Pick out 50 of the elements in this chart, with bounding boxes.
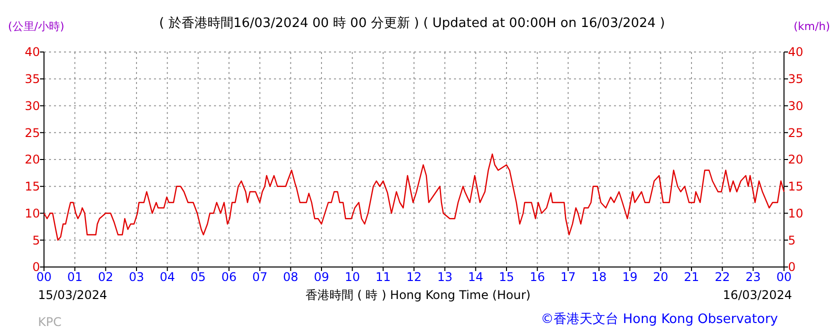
x-tick-label: 16 xyxy=(530,270,545,284)
y-tick-label: 35 xyxy=(24,72,40,86)
x-tick-label: 03 xyxy=(128,270,144,284)
text: 16/03/2024 xyxy=(722,288,792,302)
y2-tick-label: 40 xyxy=(788,45,804,60)
chart-title: ( 於香港時間16/03/2024 00 時 00 分更新 ) ( Updated at 00:00H on 16/03/2024 ) xyxy=(159,16,665,31)
text: ©香港天文台 Hong Kong Observatory xyxy=(540,312,778,327)
x-tick-label: 19 xyxy=(622,270,638,284)
x-tick-label: 15 xyxy=(498,270,514,284)
y2-tick-label: 20 xyxy=(788,152,804,167)
y-tick-label: 15 xyxy=(24,180,40,194)
y-tick-label: 5 xyxy=(32,233,40,248)
text: 15/03/2024 xyxy=(38,288,108,302)
text: KPC xyxy=(38,315,62,329)
x-tick-label: 01 xyxy=(67,270,82,284)
y2-tick-label: 5 xyxy=(788,233,796,248)
y-tick-label: 30 xyxy=(24,98,40,113)
x-tick-label: 10 xyxy=(344,270,360,284)
y2-tick-label: 15 xyxy=(788,180,804,194)
x-tick-label: 21 xyxy=(684,270,700,284)
y2-tick-label: 35 xyxy=(788,72,804,86)
x-tick-label: 22 xyxy=(714,270,730,284)
x-tick-label: 14 xyxy=(468,270,484,284)
x-tick-label: 20 xyxy=(653,270,668,284)
x-tick-label: 18 xyxy=(591,270,607,284)
x-tick-label: 05 xyxy=(190,270,206,284)
x-tick-label: 09 xyxy=(314,270,330,284)
y2-tick-label: 10 xyxy=(788,206,804,220)
y2-tick-label: 25 xyxy=(788,126,804,140)
x-tick-label: 08 xyxy=(283,270,298,284)
x-tick-label: 02 xyxy=(98,270,114,284)
x-tick-label: 13 xyxy=(437,270,452,284)
y-tick-label: 40 xyxy=(24,45,40,60)
x-tick-label: 06 xyxy=(221,270,237,284)
x-tick-label: 04 xyxy=(160,270,175,284)
y-tick-label: 25 xyxy=(24,126,40,140)
y-axis-title: (公里/小時) xyxy=(8,20,64,33)
x-tick-label: 11 xyxy=(376,270,391,284)
y2-tick-label: 30 xyxy=(788,98,804,113)
x-tick-label: 17 xyxy=(560,270,576,284)
x-axis-title: 香港時間 ( 時 ) Hong Kong Time (Hour) xyxy=(305,288,531,302)
line-series xyxy=(43,154,785,241)
x-tick-label: 12 xyxy=(406,270,422,284)
y-tick-label: 10 xyxy=(24,206,40,220)
x-tick-label: 23 xyxy=(746,270,761,284)
x-tick-label: 00 xyxy=(776,270,792,284)
y-tick-label: 20 xyxy=(24,152,40,167)
y2-axis-title: (km/h) xyxy=(794,20,830,33)
x-tick-label: 00 xyxy=(36,270,52,284)
x-tick-label: 07 xyxy=(252,270,268,284)
